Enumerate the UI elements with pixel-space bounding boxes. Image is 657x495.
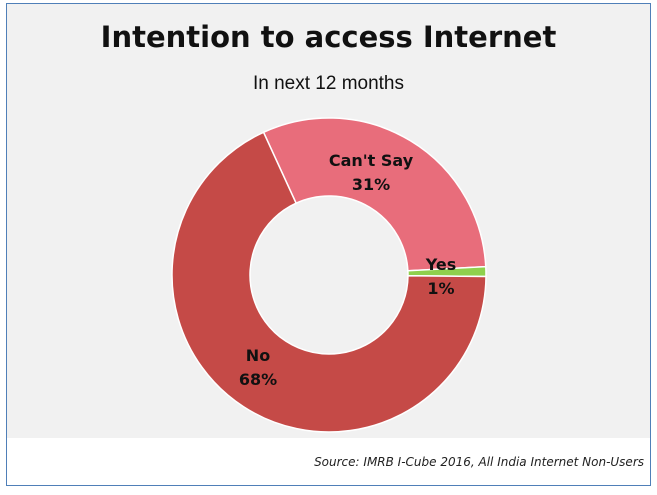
chart-frame: Intention to access Internet In next 12 … (6, 3, 651, 486)
label-yes-name: Yes (425, 255, 457, 274)
label-can-t-say-value: 31% (352, 175, 390, 194)
plot-area: Intention to access Internet In next 12 … (7, 4, 650, 438)
slice-no (171, 131, 487, 433)
donut-chart: Can't Say 31% Yes 1% No 68% (171, 117, 487, 433)
label-yes-value: 1% (427, 279, 454, 298)
source-note: Source: IMRB I-Cube 2016, All India Inte… (314, 455, 644, 469)
label-no-name: No (246, 346, 270, 365)
label-can-t-say-name: Can't Say (329, 151, 414, 170)
chart-title: Intention to access Internet (100, 20, 557, 54)
chart-subtitle: In next 12 months (252, 73, 405, 94)
label-no-value: 68% (239, 370, 277, 389)
slice-can-t-say (262, 117, 487, 272)
